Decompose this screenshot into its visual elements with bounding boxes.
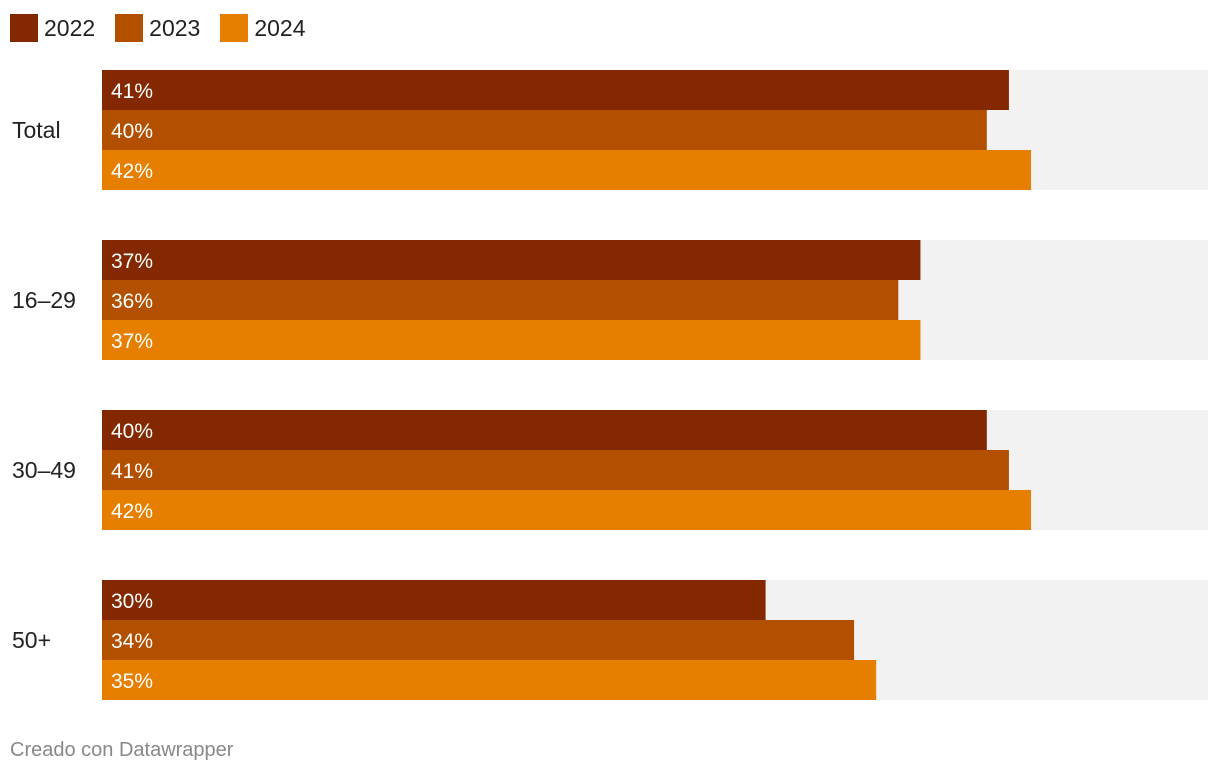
- bar-2024: [102, 150, 1032, 190]
- bar-value-label: 40%: [111, 120, 153, 143]
- bar-2022: [102, 240, 921, 280]
- bar-2023: [102, 280, 899, 320]
- bar-2023: [102, 110, 987, 150]
- bar-2023: [102, 450, 1009, 490]
- legend-label: 2023: [149, 14, 201, 41]
- category-label: Total: [12, 117, 61, 143]
- category-label: 16–29: [12, 287, 76, 313]
- bar-value-label: 37%: [111, 250, 153, 273]
- bar-2024: [102, 320, 921, 360]
- bar-2023: [102, 620, 855, 660]
- category-label: 50+: [12, 627, 51, 653]
- bar-value-label: 30%: [111, 590, 153, 613]
- bar-group: 50+ 30% 34% 35%: [12, 580, 1208, 700]
- bar-group: 30–49 40% 41% 42%: [12, 410, 1208, 530]
- category-label: 30–49: [12, 457, 76, 483]
- chart-legend: 2022 2023 2024: [10, 13, 326, 43]
- bar-value-label: 41%: [111, 80, 153, 103]
- bar-value-label: 40%: [111, 420, 153, 443]
- legend-swatch: [10, 14, 38, 42]
- bar-2022: [102, 580, 766, 620]
- legend-swatch: [115, 14, 144, 42]
- legend-label: 2022: [44, 14, 96, 41]
- footer-credit: Creado con Datawrapper: [10, 739, 234, 761]
- bar-value-label: 36%: [111, 290, 153, 313]
- bar-2024: [102, 490, 1032, 530]
- bar-group: Total 41% 40% 42%: [12, 70, 1208, 190]
- legend-item-2023: 2023: [115, 14, 200, 42]
- bar-value-label: 42%: [111, 160, 153, 183]
- bar-value-label: 42%: [111, 500, 153, 523]
- bar-value-label: 34%: [111, 630, 153, 653]
- legend-item-2024: 2024: [220, 14, 306, 42]
- bar-value-label: 35%: [111, 670, 153, 693]
- bar-2022: [102, 410, 987, 450]
- bar-2022: [102, 70, 1009, 110]
- bar-value-label: 37%: [111, 330, 153, 353]
- legend-label: 2024: [254, 14, 306, 41]
- bar-group: 16–29 37% 36% 37%: [12, 240, 1208, 360]
- bar-value-label: 41%: [111, 460, 153, 483]
- bar-2024: [102, 660, 877, 700]
- legend-swatch: [220, 14, 249, 42]
- legend-item-2022: 2022: [10, 14, 95, 42]
